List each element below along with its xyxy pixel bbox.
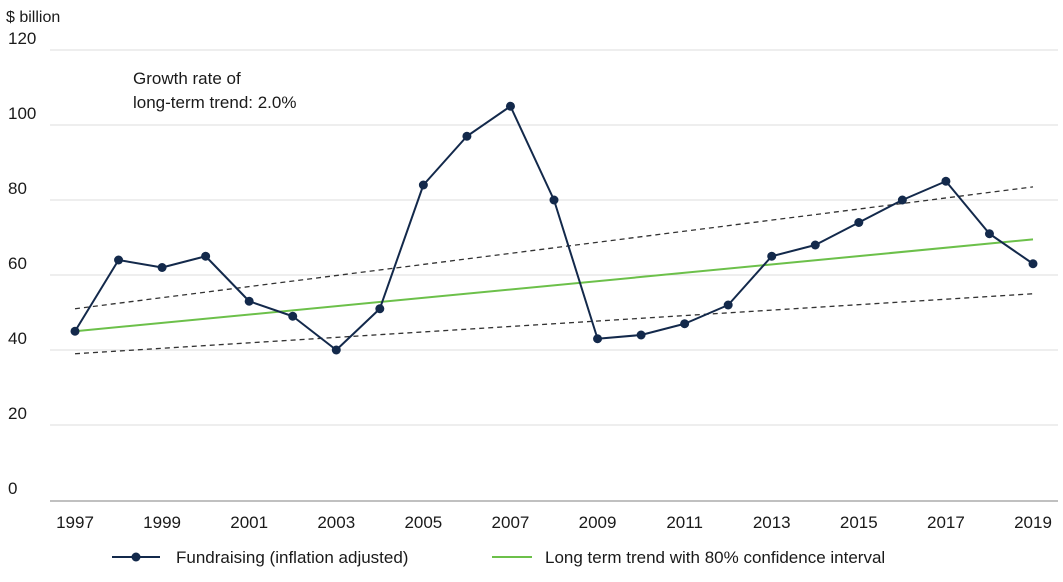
x-tick-label: 2009 <box>579 513 617 532</box>
x-tick-label: 2007 <box>492 513 530 532</box>
fundraising-point <box>505 101 515 111</box>
y-tick-label: 120 <box>8 29 36 48</box>
fundraising-point <box>810 240 820 250</box>
trend-line-segment <box>74 238 1034 333</box>
x-tick-label: 2013 <box>753 513 791 532</box>
legend: Fundraising (inflation adjusted) Long ter… <box>112 548 885 567</box>
fundraising-point <box>244 296 254 306</box>
fundraising-point <box>941 176 951 186</box>
fundraising-point <box>70 326 80 336</box>
y-tick-label: 20 <box>8 404 27 423</box>
fundraising-point <box>331 345 341 355</box>
fundraising-point <box>854 218 864 227</box>
fundraising-point <box>418 180 428 190</box>
x-tick-label: 2017 <box>927 513 965 532</box>
y-tick-label: 0 <box>8 479 17 498</box>
trend-line <box>74 238 1034 333</box>
fundraising-line <box>74 105 1034 351</box>
annotation-line: long-term trend: 2.0% <box>133 93 296 112</box>
trend-annotation: Growth rate of long-term trend: 2.0% <box>133 69 296 112</box>
x-tick-label: 2015 <box>840 513 878 532</box>
confidence-interval <box>74 186 1034 355</box>
x-tick-labels: 1997 1999 2001 2003 2005 2007 2009 2011 2013 2015… <box>56 513 1052 532</box>
fundraising-point <box>723 300 733 310</box>
x-tick-label: 2011 <box>666 513 703 532</box>
fundraising-point <box>593 334 603 344</box>
y-tick-label: 80 <box>8 179 27 198</box>
fundraising-point <box>1028 259 1038 269</box>
annotation-line: Growth rate of <box>133 69 241 88</box>
x-tick-label: 2019 <box>1014 513 1052 532</box>
y-tick-label: 100 <box>8 104 36 123</box>
x-tick-label: 2005 <box>404 513 442 532</box>
y-axis-title: $ billion <box>6 9 60 26</box>
fundraising-point <box>897 195 907 205</box>
y-tick-label: 40 <box>8 329 27 348</box>
fundraising-point <box>157 263 167 272</box>
fundraising-point <box>984 229 994 239</box>
legend-trend-label: Long term trend with 80% confidence inte… <box>545 548 885 567</box>
fundraising-point <box>114 255 124 265</box>
y-tick-label: 60 <box>8 254 27 273</box>
fundraising-point <box>375 304 385 314</box>
ci-upper-line <box>74 186 1034 310</box>
x-tick-label: 2001 <box>230 513 268 532</box>
legend-fundraising-swatch-marker <box>131 552 141 562</box>
x-tick-label: 2003 <box>317 513 355 532</box>
gridlines <box>50 49 1058 426</box>
y-tick-labels: 0 20 40 60 80 100 120 <box>8 29 36 498</box>
legend-fundraising-label: Fundraising (inflation adjusted) <box>176 548 408 567</box>
ci-lower-line <box>74 293 1034 355</box>
fundraising-point <box>549 195 559 205</box>
fundraising-point <box>462 131 472 141</box>
fundraising-point <box>680 319 690 329</box>
fundraising-point <box>288 311 298 321</box>
x-tick-label: 1997 <box>56 513 94 532</box>
fundraising-series <box>70 101 1038 355</box>
fundraising-point <box>201 251 211 261</box>
fundraising-point <box>767 251 777 261</box>
fundraising-point <box>636 330 646 340</box>
x-tick-label: 1999 <box>143 513 181 532</box>
